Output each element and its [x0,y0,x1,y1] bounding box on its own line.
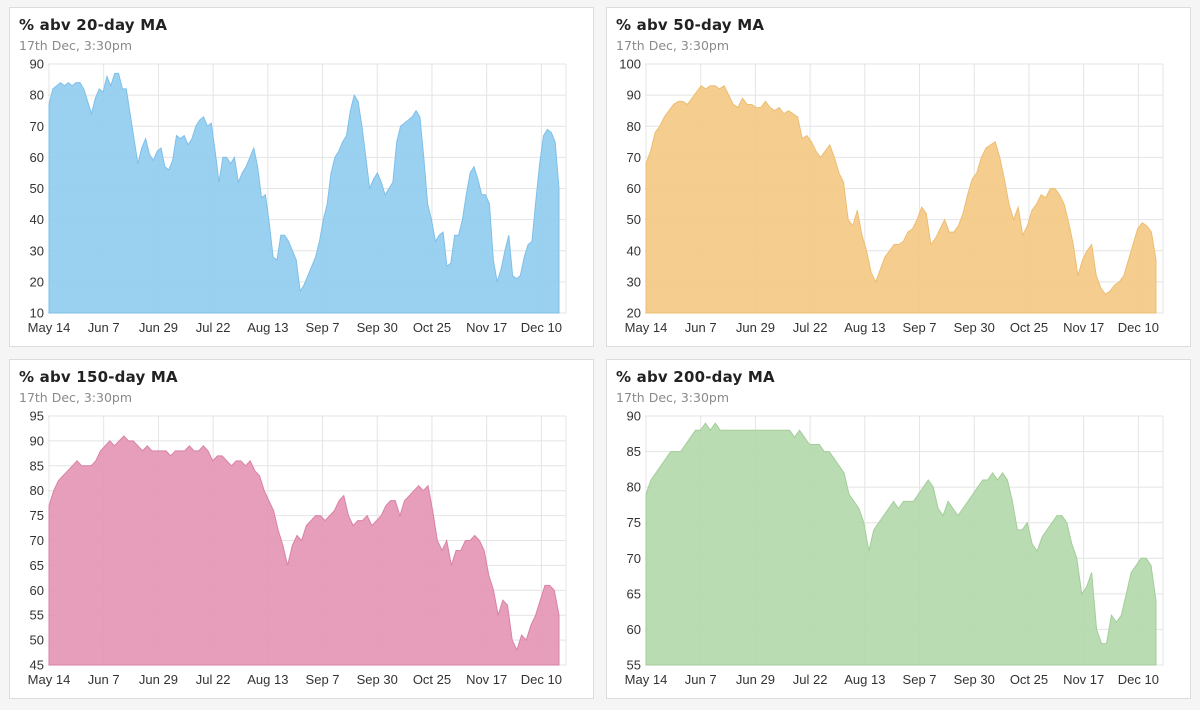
x-tick-label: Sep 30 [954,320,995,335]
y-tick-label: 90 [30,57,44,72]
y-tick-label: 50 [627,212,641,227]
y-tick-label: 70 [30,119,44,134]
x-tick-label: May 14 [625,672,668,687]
x-tick-label: Nov 17 [1063,672,1104,687]
y-tick-label: 20 [30,274,44,289]
y-tick-label: 70 [30,533,44,548]
y-tick-label: 90 [627,88,641,103]
x-tick-label: Jul 22 [196,320,231,335]
y-tick-label: 70 [627,150,641,165]
x-tick-label: Oct 25 [413,672,451,687]
x-tick-label: Jun 29 [139,672,178,687]
y-tick-label: 55 [627,658,641,673]
x-tick-label: Jun 29 [736,672,775,687]
y-tick-label: 85 [627,444,641,459]
x-tick-label: Sep 7 [903,672,937,687]
x-tick-label: Sep 7 [903,320,937,335]
chart-title: % abv 50-day MA [616,16,765,34]
x-tick-label: Aug 13 [247,672,288,687]
y-tick-label: 20 [627,306,641,321]
x-tick-label: May 14 [625,320,668,335]
x-tick-label: Nov 17 [1063,320,1104,335]
chart-title: % abv 200-day MA [616,368,775,386]
x-tick-label: Jun 7 [685,672,717,687]
x-tick-label: May 14 [28,320,71,335]
x-tick-label: Jul 22 [793,320,828,335]
x-tick-label: Oct 25 [1010,320,1048,335]
y-tick-label: 30 [30,243,44,258]
y-tick-label: 75 [627,515,641,530]
x-tick-label: Sep 30 [357,672,398,687]
x-tick-label: Jun 29 [139,320,178,335]
chart-title: % abv 150-day MA [19,368,178,386]
y-tick-label: 50 [30,181,44,196]
y-tick-label: 65 [627,586,641,601]
area-series [48,435,560,666]
area-series [645,85,1157,314]
y-tick-label: 80 [30,483,44,498]
x-tick-label: Nov 17 [466,320,507,335]
x-tick-label: Dec 10 [1118,320,1159,335]
chart-card-150day: % abv 150-day MA 17th Dec, 3:30pm May 14… [9,359,594,699]
area-chart-150day: May 14 Jun 7 Jun 29 Jul 22 Aug 13 Sep 7 Sep 30… [28,409,567,687]
y-tick-label: 100 [619,57,641,72]
y-tick-label: 80 [30,88,44,103]
y-tick-label: 60 [627,181,641,196]
area-chart-20day: May 14 Jun 7 Jun 29 Jul 22 Aug 13 Sep 7 Sep 30… [28,57,567,335]
chart-timestamp: 17th Dec, 3:30pm [616,390,730,405]
chart-timestamp: 17th Dec, 3:30pm [19,390,133,405]
y-tick-label: 30 [627,274,641,289]
area-series [645,422,1157,666]
x-tick-label: Jun 7 [88,672,120,687]
y-tick-label: 80 [627,119,641,134]
y-tick-label: 45 [30,658,44,673]
chart-title: % abv 20-day MA [19,16,168,34]
y-tick-label: 50 [30,633,44,648]
x-tick-label: Sep 30 [357,320,398,335]
x-tick-label: Sep 30 [954,672,995,687]
area-chart-50day: May 14 Jun 7 Jun 29 Jul 22 Aug 13 Sep 7 Sep 30… [619,57,1164,335]
chart-timestamp: 17th Dec, 3:30pm [19,38,133,53]
x-tick-label: Jun 29 [736,320,775,335]
x-tick-label: Jul 22 [793,672,828,687]
y-tick-label: 95 [30,409,44,424]
chart-card-20day: % abv 20-day MA 17th Dec, 3:30pm May 14 J… [9,7,594,347]
x-tick-label: May 14 [28,672,71,687]
y-tick-label: 60 [30,583,44,598]
y-tick-label: 55 [30,608,44,623]
y-tick-label: 85 [30,458,44,473]
y-tick-label: 60 [627,622,641,637]
area-chart-200day: May 14 Jun 7 Jun 29 Jul 22 Aug 13 Sep 7 Sep 30… [625,409,1164,687]
area-series [48,72,560,314]
x-tick-label: Jun 7 [88,320,120,335]
y-tick-label: 60 [30,150,44,165]
y-tick-label: 40 [627,243,641,258]
x-tick-label: Dec 10 [521,320,562,335]
x-tick-label: Jun 7 [685,320,717,335]
y-tick-label: 75 [30,508,44,523]
x-tick-label: Oct 25 [413,320,451,335]
y-tick-label: 80 [627,480,641,495]
y-tick-label: 70 [627,551,641,566]
chart-card-200day: % abv 200-day MA 17th Dec, 3:30pm May 14… [606,359,1191,699]
chart-card-50day: % abv 50-day MA 17th Dec, 3:30pm May 14 J… [606,7,1191,347]
x-tick-label: Aug 13 [844,672,885,687]
x-tick-label: Dec 10 [1118,672,1159,687]
x-tick-label: Aug 13 [844,320,885,335]
y-tick-label: 90 [627,409,641,424]
y-tick-label: 40 [30,212,44,227]
y-tick-label: 65 [30,558,44,573]
chart-timestamp: 17th Dec, 3:30pm [616,38,730,53]
y-tick-label: 10 [30,306,44,321]
x-tick-label: Sep 7 [306,320,340,335]
x-tick-label: Jul 22 [196,672,231,687]
x-tick-label: Nov 17 [466,672,507,687]
x-tick-label: Dec 10 [521,672,562,687]
x-tick-label: Sep 7 [306,672,340,687]
x-tick-label: Oct 25 [1010,672,1048,687]
x-tick-label: Aug 13 [247,320,288,335]
y-tick-label: 90 [30,433,44,448]
